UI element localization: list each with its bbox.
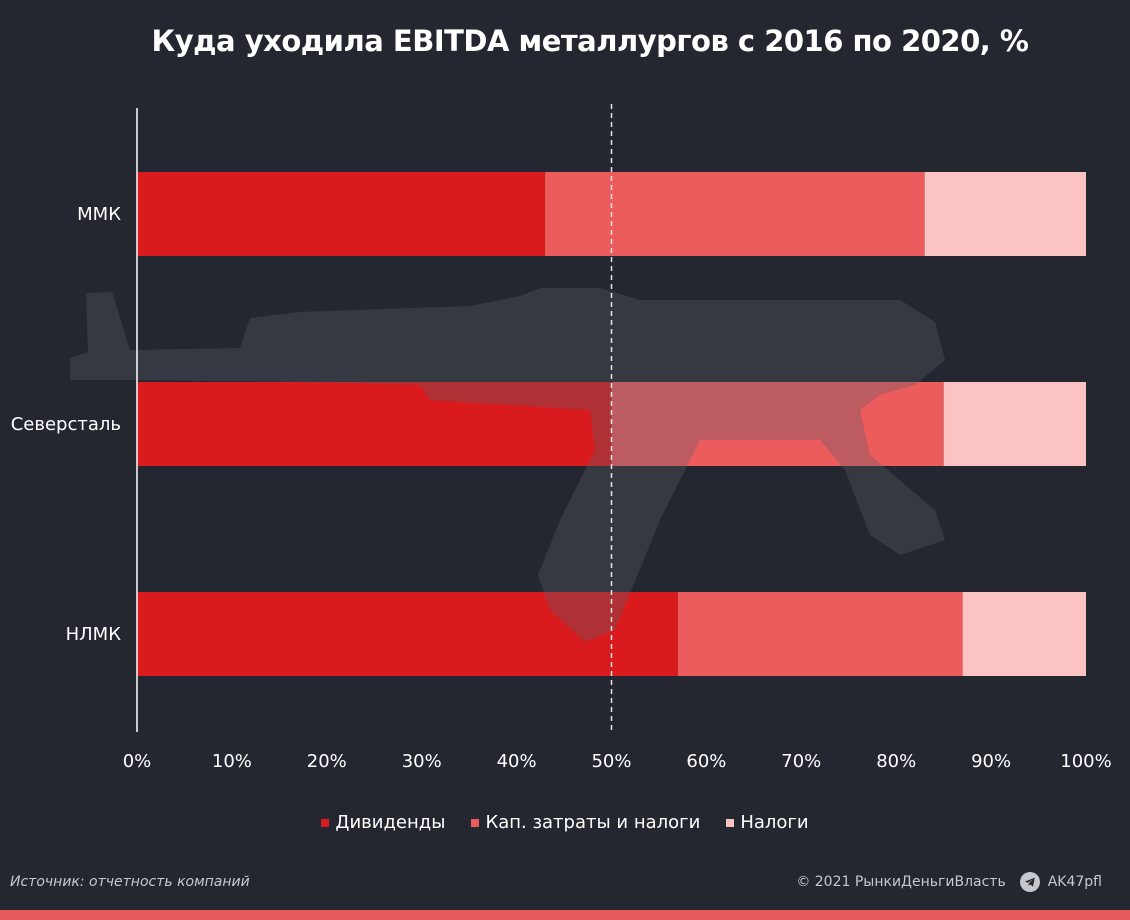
bar-ММК-Дивиденды <box>137 172 546 256</box>
credit-block: © 2021 РынкиДеньгиВласть AK47pfl <box>796 872 1102 892</box>
bar-Северсталь-Дивиденды <box>137 382 612 466</box>
chart-legend: Дивиденды Кап. затраты и налоги Налоги <box>0 812 1130 833</box>
labels-layer: ММК Северсталь НЛМК 0% 10% 20% 30% 40% 50% 60% 70%… <box>11 204 1112 772</box>
x-tick-label: 80% <box>876 751 916 772</box>
legend-label: Кап. затраты и налоги <box>485 812 701 833</box>
x-tick-label: 90% <box>971 751 1011 772</box>
x-tick-label: 10% <box>212 751 252 772</box>
x-tick-label: 40% <box>497 751 537 772</box>
x-tick-label: 60% <box>686 751 726 772</box>
x-tick-label: 20% <box>307 751 347 772</box>
bars-layer <box>137 172 1086 676</box>
x-tick-label: 30% <box>402 751 442 772</box>
bar-ММК-Налоги <box>924 172 1086 256</box>
axis-layer <box>136 104 613 732</box>
bar-Северсталь-Кап. затраты и налоги <box>611 382 944 466</box>
bar-НЛМК-Налоги <box>962 592 1086 676</box>
rifle-watermark-icon <box>70 288 945 642</box>
bottom-accent-stripe <box>0 910 1130 920</box>
x-tick-label: 70% <box>781 751 821 772</box>
copyright-text: © 2021 РынкиДеньгиВласть <box>796 874 1006 890</box>
bar-Северсталь-Налоги <box>943 382 1086 466</box>
legend-swatch <box>726 818 735 827</box>
chart-title: Куда уходила EBITDA металлургов с 2016 п… <box>151 24 1029 58</box>
category-label: ММК <box>77 204 121 225</box>
bar-НЛМК-Дивиденды <box>137 592 678 676</box>
source-note: Источник: отчетность компаний <box>10 874 250 890</box>
legend-label: Дивиденды <box>335 812 446 833</box>
legend-swatch <box>471 818 480 827</box>
telegram-handle: AK47pfl <box>1047 874 1102 890</box>
legend-item: Налоги <box>726 812 809 833</box>
legend-label: Налоги <box>740 812 809 833</box>
bar-ММК-Кап. затраты и налоги <box>545 172 925 256</box>
category-label: НЛМК <box>66 624 122 645</box>
telegram-icon <box>1019 872 1040 892</box>
legend-item: Дивиденды <box>321 812 445 833</box>
category-label: Северсталь <box>11 414 121 435</box>
legend-swatch <box>321 818 330 827</box>
legend-item: Кап. затраты и налоги <box>471 812 700 833</box>
bar-НЛМК-Кап. затраты и налоги <box>677 592 963 676</box>
x-tick-label: 50% <box>591 751 631 772</box>
x-tick-label: 0% <box>123 751 152 772</box>
x-tick-label: 100% <box>1060 751 1111 772</box>
